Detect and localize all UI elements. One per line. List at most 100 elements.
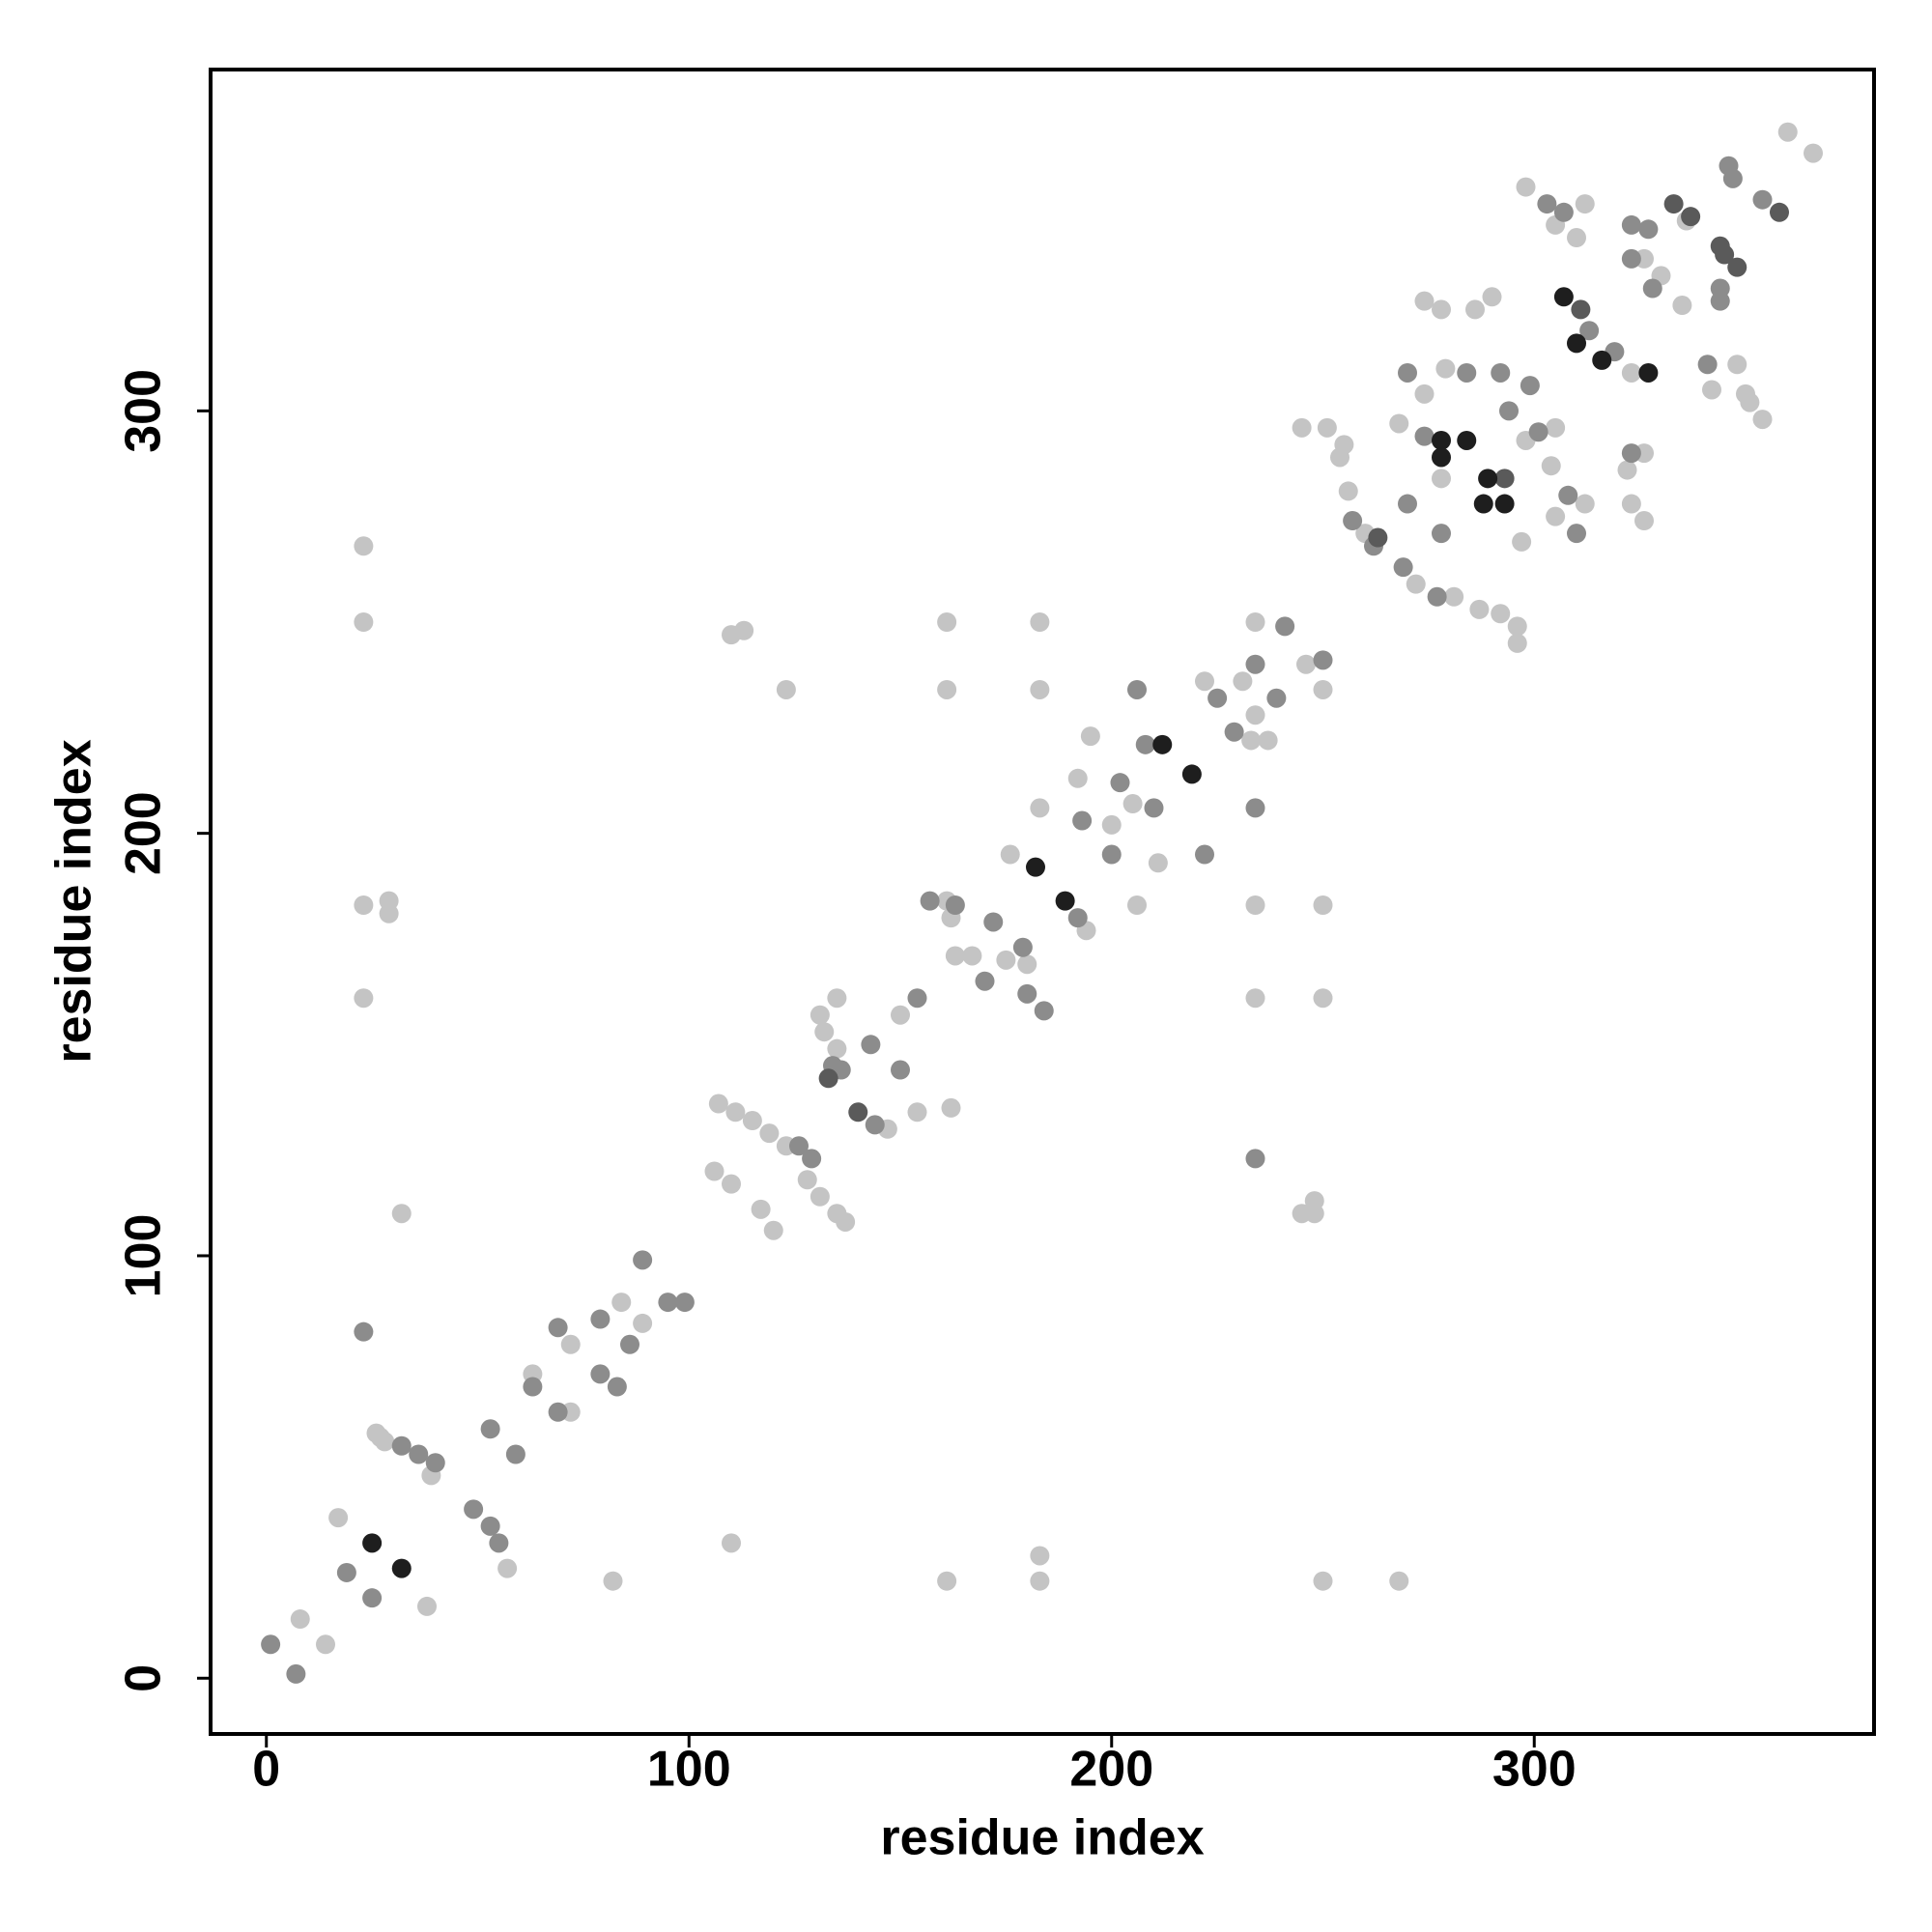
point [1727, 257, 1747, 277]
point [1432, 524, 1451, 544]
point [1537, 194, 1557, 214]
point [1144, 798, 1164, 818]
point [742, 1111, 762, 1131]
point [1067, 768, 1088, 788]
point [865, 1115, 885, 1135]
point [658, 1293, 678, 1313]
point [354, 612, 374, 633]
x-tick-label: 300 [1492, 1742, 1577, 1798]
point [1030, 679, 1050, 699]
point [1110, 773, 1130, 793]
point [945, 895, 965, 915]
point [523, 1377, 543, 1397]
point [1368, 527, 1388, 548]
point [375, 1432, 395, 1452]
y-tick-label: 100 [116, 1214, 172, 1298]
point [1528, 422, 1548, 442]
point [1030, 1571, 1050, 1591]
point [362, 1588, 383, 1608]
point [1553, 287, 1574, 307]
point [480, 1419, 500, 1439]
point [1491, 362, 1511, 383]
point [1621, 214, 1641, 235]
point [983, 912, 1004, 932]
point [1507, 633, 1527, 653]
point [861, 1035, 881, 1055]
point [1638, 362, 1659, 383]
point [1245, 612, 1265, 633]
point [1067, 908, 1088, 928]
point [1258, 730, 1278, 751]
point [674, 1293, 695, 1313]
point [1681, 207, 1701, 227]
point [1241, 730, 1262, 751]
point [1770, 202, 1789, 222]
point [920, 891, 940, 911]
point [722, 1174, 741, 1194]
point [763, 1220, 783, 1240]
point [464, 1499, 484, 1520]
point [1507, 616, 1527, 637]
point [425, 1453, 445, 1473]
point [1017, 983, 1037, 1004]
point [848, 1102, 868, 1122]
x-axis-title: residue index [880, 1810, 1204, 1866]
point [1804, 143, 1823, 163]
y-tick-label: 300 [116, 369, 172, 453]
point [1592, 350, 1612, 370]
y-tick-label: 0 [116, 1664, 172, 1692]
point [937, 1571, 957, 1591]
point [354, 895, 374, 915]
point [590, 1364, 611, 1384]
point [1702, 380, 1721, 400]
point [1181, 764, 1202, 784]
point [937, 612, 957, 633]
point [1195, 671, 1214, 692]
point [941, 1097, 961, 1118]
point [1030, 1546, 1050, 1566]
point [751, 1199, 771, 1219]
point [1672, 296, 1692, 316]
point [1245, 705, 1265, 725]
point [548, 1402, 568, 1422]
point [1579, 321, 1600, 341]
point [505, 1444, 526, 1464]
point [1245, 654, 1265, 674]
point [891, 1005, 910, 1025]
point [417, 1596, 437, 1616]
point [1101, 844, 1122, 865]
point [1414, 426, 1435, 446]
point [1338, 481, 1358, 501]
point [1148, 853, 1168, 873]
point [704, 1161, 724, 1181]
point [316, 1634, 335, 1655]
x-tick-label: 100 [647, 1742, 731, 1798]
point [1245, 798, 1265, 818]
point [1026, 857, 1045, 877]
point [1432, 447, 1451, 468]
point [1444, 586, 1464, 607]
point [1127, 679, 1147, 699]
point [1494, 494, 1515, 514]
point [1621, 494, 1641, 514]
point [1435, 358, 1456, 379]
plot-frame [209, 68, 1876, 1736]
point [1330, 447, 1350, 468]
point [1245, 1149, 1265, 1169]
point [391, 1558, 412, 1578]
point [1494, 469, 1515, 489]
point [1752, 410, 1773, 430]
point [1208, 688, 1228, 708]
point [633, 1313, 653, 1333]
point [907, 988, 927, 1009]
point [1546, 417, 1566, 438]
point [1135, 734, 1155, 754]
point [975, 971, 995, 991]
point [827, 988, 847, 1009]
point [962, 946, 982, 966]
point [734, 620, 754, 640]
point [620, 1334, 639, 1354]
point [1617, 460, 1637, 480]
point [290, 1609, 310, 1630]
